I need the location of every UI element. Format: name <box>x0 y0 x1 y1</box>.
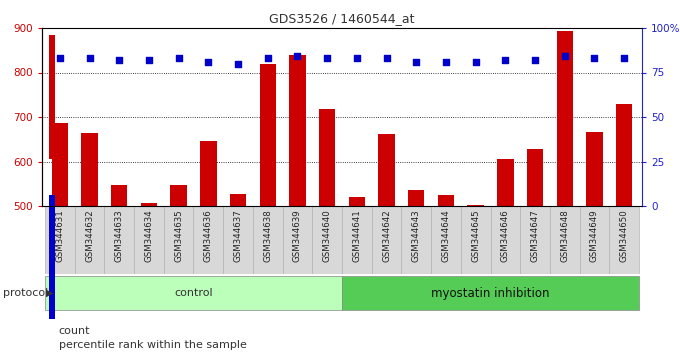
Point <box>560 54 571 59</box>
Text: percentile rank within the sample: percentile rank within the sample <box>58 340 246 350</box>
Point <box>589 56 600 61</box>
Text: ▶: ▶ <box>46 288 54 298</box>
Bar <box>342 275 639 310</box>
Bar <box>497 159 513 206</box>
Point <box>173 56 184 61</box>
Bar <box>579 206 609 274</box>
Text: GSM344636: GSM344636 <box>204 210 213 262</box>
Bar <box>342 206 372 274</box>
Text: GSM344643: GSM344643 <box>412 210 421 262</box>
Bar <box>378 135 394 206</box>
Point <box>352 56 362 61</box>
Point <box>441 59 452 65</box>
Bar <box>223 206 253 274</box>
Point <box>143 57 154 63</box>
Point <box>292 54 303 59</box>
Bar <box>438 195 454 206</box>
Text: GSM344631: GSM344631 <box>55 210 65 262</box>
Point <box>322 56 333 61</box>
Bar <box>82 133 98 206</box>
Bar <box>134 206 164 274</box>
Bar <box>312 206 342 274</box>
Text: GSM344633: GSM344633 <box>115 210 124 262</box>
Bar <box>319 109 335 206</box>
Bar <box>467 205 484 206</box>
Bar <box>461 206 490 274</box>
Point <box>233 61 243 67</box>
Bar <box>349 197 365 206</box>
Bar <box>253 206 283 274</box>
Text: GSM344650: GSM344650 <box>619 210 629 262</box>
Point <box>500 57 511 63</box>
Text: GSM344634: GSM344634 <box>144 210 154 262</box>
Bar <box>527 149 543 206</box>
Point <box>530 57 541 63</box>
Bar <box>45 206 75 274</box>
Text: GSM344644: GSM344644 <box>441 210 450 262</box>
Bar <box>550 206 579 274</box>
Text: GSM344645: GSM344645 <box>471 210 480 262</box>
Point <box>619 56 630 61</box>
Point <box>381 56 392 61</box>
Point <box>411 59 422 65</box>
Text: GSM344641: GSM344641 <box>352 210 361 262</box>
Bar <box>609 206 639 274</box>
Bar <box>586 132 602 206</box>
Bar <box>52 123 68 206</box>
Text: GSM344639: GSM344639 <box>293 210 302 262</box>
Bar <box>408 190 424 206</box>
Text: GSM344646: GSM344646 <box>501 210 510 262</box>
Point <box>471 59 481 65</box>
Text: GSM344642: GSM344642 <box>382 210 391 262</box>
Bar <box>557 31 573 206</box>
Bar <box>200 142 216 206</box>
Bar <box>194 206 223 274</box>
Text: GSM344648: GSM344648 <box>560 210 569 262</box>
Bar <box>520 206 550 274</box>
Point <box>54 56 65 61</box>
Title: GDS3526 / 1460544_at: GDS3526 / 1460544_at <box>269 12 415 25</box>
Point <box>114 57 124 63</box>
Bar <box>372 206 401 274</box>
Bar <box>49 35 55 159</box>
Text: GSM344635: GSM344635 <box>174 210 183 262</box>
Text: myostatin inhibition: myostatin inhibition <box>431 286 549 299</box>
Text: count: count <box>58 326 90 336</box>
Text: GSM344647: GSM344647 <box>530 210 539 262</box>
Text: GSM344637: GSM344637 <box>233 210 243 262</box>
Bar <box>616 104 632 206</box>
Bar <box>104 206 134 274</box>
Text: protocol: protocol <box>3 288 49 298</box>
Point <box>262 56 273 61</box>
Bar <box>289 55 305 206</box>
Bar <box>45 275 342 310</box>
Text: GSM344640: GSM344640 <box>322 210 332 262</box>
Bar <box>283 206 312 274</box>
Bar <box>111 185 127 206</box>
Point <box>84 56 95 61</box>
Point <box>203 59 214 65</box>
Text: GSM344649: GSM344649 <box>590 210 599 262</box>
Bar <box>490 206 520 274</box>
Bar <box>260 64 276 206</box>
Bar <box>49 195 55 319</box>
Bar <box>171 185 187 206</box>
Text: control: control <box>174 288 213 298</box>
Bar <box>230 194 246 206</box>
Bar <box>401 206 431 274</box>
Bar <box>75 206 104 274</box>
Bar <box>141 203 157 206</box>
Bar <box>164 206 194 274</box>
Text: GSM344632: GSM344632 <box>85 210 94 262</box>
Bar <box>431 206 461 274</box>
Text: GSM344638: GSM344638 <box>263 210 272 262</box>
